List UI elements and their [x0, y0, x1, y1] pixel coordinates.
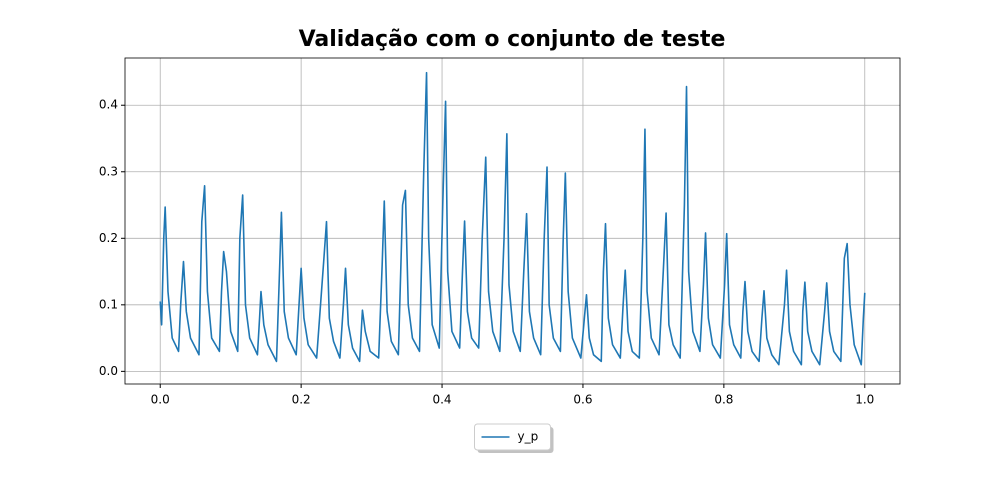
x-tick-label: 1.0 — [855, 393, 874, 407]
y-tick-label: 0.2 — [99, 231, 118, 245]
legend — [474, 423, 551, 451]
y-tick-label: 0.4 — [99, 98, 118, 112]
x-tick-label: 0.0 — [151, 393, 170, 407]
y-tick-label: 0.1 — [99, 297, 118, 311]
legend-label: y_p — [518, 430, 539, 444]
y-tick-label: 0.3 — [99, 164, 118, 178]
axes-frame — [124, 57, 901, 385]
x-tick-label: 0.8 — [714, 393, 733, 407]
y-tick-label: 0.0 — [99, 364, 118, 378]
chart-title: Validação com o conjunto de teste — [299, 27, 726, 52]
x-tick-label: 0.6 — [573, 393, 592, 407]
x-tick-label: 0.4 — [432, 393, 451, 407]
x-tick-label: 0.2 — [292, 393, 311, 407]
line-series — [159, 71, 866, 366]
